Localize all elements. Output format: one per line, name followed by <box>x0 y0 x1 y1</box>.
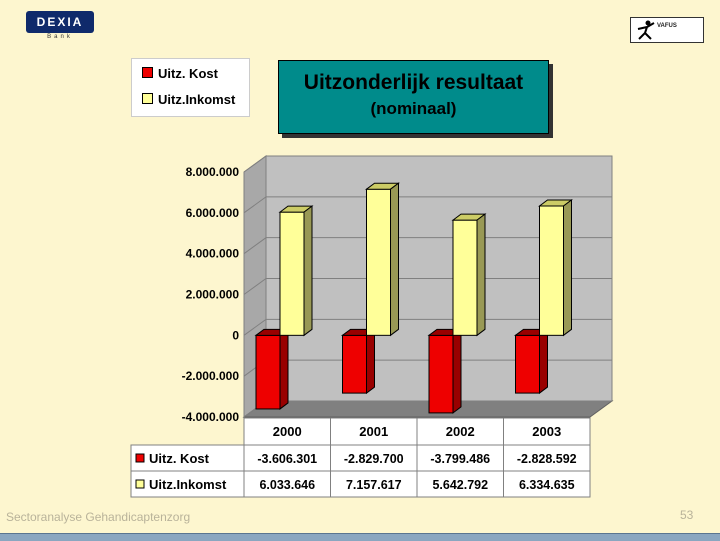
bar-kost-2001 <box>342 334 367 394</box>
page-number: 53 <box>680 508 694 522</box>
table-data-label: 5.642.792 <box>432 478 488 492</box>
table-data-label: 7.157.617 <box>346 478 402 492</box>
table-data-label: 6.033.646 <box>259 478 315 492</box>
legend-label-inkomst: Uitz.Inkomst <box>158 92 236 107</box>
bar-side-inkomst-2003 <box>563 199 572 337</box>
vafus-figure-icon <box>637 20 655 40</box>
x-category-label: 2001 <box>359 424 388 439</box>
vafus-logo: VAFUS <box>630 17 704 43</box>
x-category-label: 2000 <box>273 424 302 439</box>
bar-side-kost-2000 <box>279 328 289 410</box>
table-series-label: Uitz.Inkomst <box>149 477 227 492</box>
y-tick-label: -2.000.000 <box>182 369 240 383</box>
dexia-logo: DEXIA <box>26 11 94 33</box>
chart-title: Uitzonderlijk resultaat <box>303 71 524 94</box>
y-tick-label: -4.000.000 <box>182 410 240 424</box>
legend-item-kost: Uitz. Kost <box>142 66 218 81</box>
y-tick-label: 8.000.000 <box>186 165 240 179</box>
x-category-label: 2002 <box>446 424 475 439</box>
legend-item-inkomst: Uitz.Inkomst <box>142 92 235 107</box>
bar-side-kost-2001 <box>366 328 375 395</box>
gridline <box>243 155 612 173</box>
y-tick-label: 6.000.000 <box>186 206 240 220</box>
y-tick-label: 2.000.000 <box>186 288 240 302</box>
dexia-logo-subtitle: Bank <box>47 34 73 40</box>
legend-label-kost: Uitz. Kost <box>158 66 218 81</box>
table-swatch-kost <box>135 453 145 463</box>
table-swatch-inkomst <box>135 479 145 489</box>
gridline <box>243 237 612 255</box>
gridline <box>243 318 612 336</box>
bar-inkomst-2003 <box>539 205 564 336</box>
legend-swatch-kost <box>142 67 153 78</box>
table-series-label: Uitz. Kost <box>149 451 210 466</box>
legend-swatch-inkomst <box>142 93 153 104</box>
bar-inkomst-2000 <box>279 211 305 336</box>
bar-side-kost-2003 <box>539 328 548 395</box>
vafus-logo-text: VAFUS <box>657 23 677 29</box>
bar-inkomst-2002 <box>452 219 478 336</box>
bar-side-kost-2002 <box>452 328 462 414</box>
bar-kost-2002 <box>428 334 454 414</box>
gridline <box>243 278 612 295</box>
footer-text: Sectoranalyse Gehandicaptenzorg <box>6 510 191 524</box>
chart-legend: Uitz. Kost Uitz.Inkomst <box>131 58 250 117</box>
y-tick-label: 4.000.000 <box>186 247 240 261</box>
bottom-bar <box>0 533 720 541</box>
gridline <box>243 196 612 214</box>
bar-kost-2000 <box>255 334 281 410</box>
table-data-label: -2.828.592 <box>517 452 577 466</box>
bar-side-inkomst-2002 <box>476 213 486 337</box>
table-data-label: 6.334.635 <box>519 478 575 492</box>
table-data-label: -2.829.700 <box>344 452 404 466</box>
table-data-label: -3.606.301 <box>257 452 317 466</box>
y-tick-label: 0 <box>232 328 239 342</box>
chart-floor <box>242 400 614 418</box>
chart-title-box: Uitzonderlijk resultaat (nominaal) <box>278 60 549 134</box>
x-category-label: 2003 <box>532 424 561 439</box>
table-data-label: -3.799.486 <box>430 452 490 466</box>
bar-kost-2003 <box>515 334 540 394</box>
chart-subtitle: (nominaal) <box>370 99 457 118</box>
bar-side-inkomst-2000 <box>303 205 313 337</box>
bar-side-inkomst-2001 <box>390 182 399 337</box>
bar-inkomst-2001 <box>366 188 391 336</box>
